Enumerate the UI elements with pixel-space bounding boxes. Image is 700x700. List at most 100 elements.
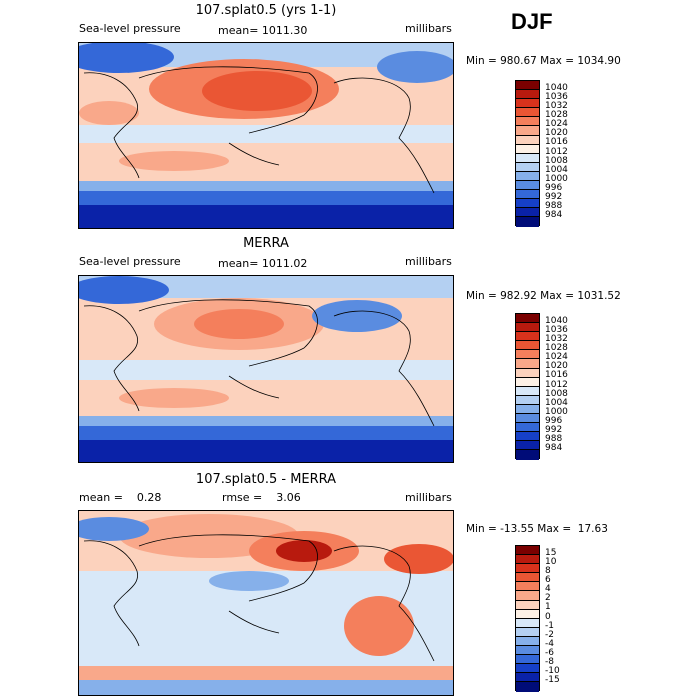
- colorbar-label: 1040: [545, 83, 568, 93]
- colorbar-swatch: [516, 171, 539, 182]
- colorbar-swatch: [516, 144, 539, 154]
- panel2-colorbar: [515, 313, 540, 460]
- colorbar-swatch: [516, 600, 539, 610]
- colorbar-swatch: [516, 332, 539, 342]
- colorbar-label: -10: [545, 666, 560, 676]
- colorbar-label: 8: [545, 566, 551, 576]
- panel1-mean-label: mean= 1011.30: [218, 24, 308, 37]
- colorbar-swatch: [516, 117, 539, 127]
- colorbar-label: -2: [545, 630, 554, 640]
- panel3-map-svg: [79, 511, 453, 695]
- colorbar-label: 1032: [545, 101, 568, 111]
- colorbar-label: 1016: [545, 370, 568, 380]
- colorbar-swatch: [516, 646, 539, 656]
- colorbar-swatch: [516, 555, 539, 565]
- colorbar-label: 988: [545, 201, 563, 211]
- panel1-colorbar: [515, 80, 540, 227]
- panel1-variable-label: Sea-level pressure: [79, 22, 181, 35]
- colorbar-label: 996: [545, 416, 563, 426]
- colorbar-swatch: [516, 395, 539, 405]
- colorbar-swatch: [516, 181, 539, 191]
- colorbar-label: 1004: [545, 165, 568, 175]
- panel2-minmax: Min = 982.92 Max = 1031.52: [466, 290, 621, 302]
- colorbar-label: 10: [545, 557, 557, 567]
- colorbar-label: 1020: [545, 128, 568, 138]
- colorbar-swatch: [516, 636, 539, 647]
- colorbar-swatch: [516, 99, 539, 109]
- panel3-map: [78, 510, 454, 696]
- colorbar-swatch: [516, 450, 539, 460]
- colorbar-swatch: [516, 162, 539, 172]
- map-siberian-core: [202, 71, 312, 111]
- map-pacific-max: [276, 540, 332, 562]
- colorbar-label: -8: [545, 657, 554, 667]
- colorbar-label: 1000: [545, 174, 568, 184]
- colorbar-swatch: [516, 655, 539, 665]
- panel1-title: 107.splat0.5 (yrs 1-1): [195, 3, 337, 18]
- colorbar-label: 4: [545, 584, 551, 594]
- panel2-mean-label: mean= 1011.02: [218, 257, 308, 270]
- colorbar-label: 0: [545, 612, 551, 622]
- colorbar-label: -6: [545, 648, 554, 658]
- map-coastlines: [83, 66, 435, 194]
- colorbar-label: 1036: [545, 325, 568, 335]
- colorbar-label: -1: [545, 621, 554, 631]
- colorbar-label: 1020: [545, 361, 568, 371]
- colorbar-swatch: [516, 673, 539, 683]
- panel1-units-label: millibars: [405, 22, 452, 35]
- map-antarctic-negative: [79, 680, 453, 695]
- colorbar-label: 992: [545, 192, 563, 202]
- colorbar-swatch: [516, 386, 539, 396]
- colorbar-swatch: [516, 618, 539, 628]
- colorbar-label: 992: [545, 425, 563, 435]
- colorbar-swatch: [516, 423, 539, 433]
- colorbar-label: 1008: [545, 389, 568, 399]
- colorbar-swatch: [516, 609, 539, 619]
- colorbar-swatch: [516, 582, 539, 592]
- panel2-units-label: millibars: [405, 255, 452, 268]
- colorbar-label: 1000: [545, 407, 568, 417]
- colorbar-label: 6: [545, 575, 551, 585]
- map-southern-band1: [79, 416, 453, 426]
- colorbar-label: 984: [545, 443, 563, 453]
- panel3-colorbar: [515, 545, 540, 692]
- map-southamerica-positive: [344, 596, 414, 656]
- panel3-mean-label: mean = 0.28: [79, 491, 162, 504]
- colorbar-swatch: [516, 432, 539, 442]
- colorbar-label: 1004: [545, 398, 568, 408]
- map-antarctic-low: [79, 440, 453, 462]
- colorbar-swatch: [516, 564, 539, 574]
- colorbar-swatch: [516, 377, 539, 387]
- panel1-minmax: Min = 980.67 Max = 1034.90: [466, 55, 621, 67]
- panel1-map-svg: [79, 43, 453, 228]
- colorbar-swatch: [516, 108, 539, 118]
- map-aleutian-low: [312, 300, 402, 332]
- colorbar-label: 1016: [545, 137, 568, 147]
- colorbar-swatch: [516, 199, 539, 209]
- colorbar-swatch: [516, 627, 539, 637]
- colorbar-label: 1008: [545, 156, 568, 166]
- colorbar-label: 1012: [545, 147, 568, 157]
- colorbar-swatch: [516, 664, 539, 674]
- colorbar-label: 1024: [545, 119, 568, 129]
- colorbar-label: 1024: [545, 352, 568, 362]
- colorbar-label: 1040: [545, 316, 568, 326]
- panel2-variable-label: Sea-level pressure: [79, 255, 181, 268]
- season-label: DJF: [511, 9, 553, 34]
- colorbar-label: 1032: [545, 334, 568, 344]
- colorbar-swatch: [516, 81, 539, 91]
- colorbar-swatch: [516, 341, 539, 351]
- panel3-units-label: millibars: [405, 491, 452, 504]
- colorbar-label: 988: [545, 434, 563, 444]
- colorbar-swatch: [516, 404, 539, 415]
- map-eastpacific-positive: [384, 544, 453, 574]
- colorbar-swatch: [516, 208, 539, 218]
- colorbar-swatch: [516, 217, 539, 227]
- colorbar-label: -4: [545, 639, 554, 649]
- map-southern-positive-band: [79, 666, 453, 680]
- colorbar-swatch: [516, 414, 539, 424]
- map-icelandic-low: [79, 276, 169, 304]
- colorbar-swatch: [516, 314, 539, 324]
- map-coastlines: [83, 299, 435, 427]
- map-siberian-core: [194, 309, 284, 339]
